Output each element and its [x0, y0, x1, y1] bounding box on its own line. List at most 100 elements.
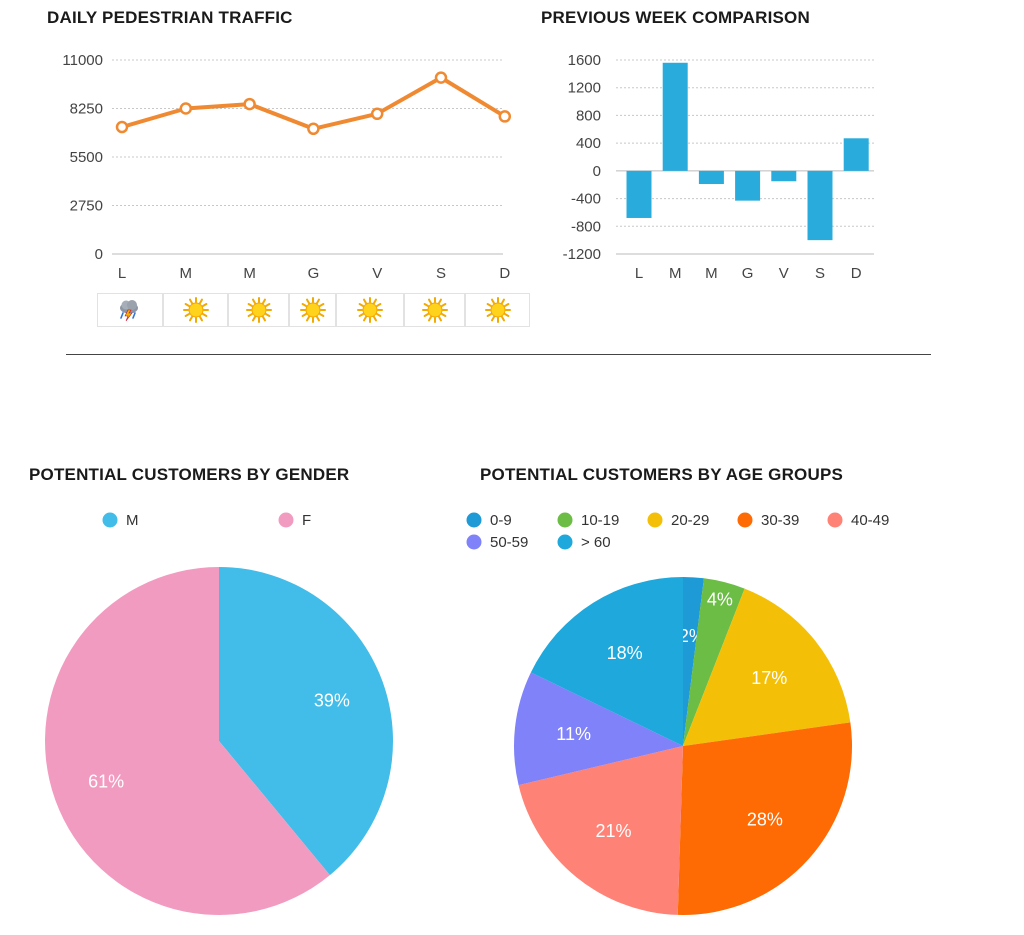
line-chart-title: DAILY PEDESTRIAN TRAFFIC: [47, 8, 293, 27]
legend-swatch: [557, 534, 573, 550]
pie-slice: [683, 578, 745, 746]
line-y-tick-label: 5500: [70, 149, 103, 166]
pie-slice-label: 39%: [314, 690, 350, 710]
bar: [735, 170, 761, 201]
line-y-tick-label: 2750: [70, 198, 103, 215]
weather-cell: [465, 293, 530, 327]
legend-swatch: [557, 512, 573, 528]
bar-x-tick-label: M: [705, 265, 718, 282]
legend-swatch: [827, 512, 843, 528]
legend-swatch: [737, 512, 753, 528]
legend-swatch: [466, 534, 482, 550]
bar-y-tick-label: -1200: [563, 246, 601, 263]
weather-row: [97, 293, 530, 327]
line-chart: 0 2750 5500 8250 11000 L M M G V S D: [62, 52, 512, 282]
bar-x-tick-label: L: [635, 265, 643, 282]
line-point: [179, 102, 193, 115]
sun-icon: [299, 297, 326, 323]
legend-label: 10-19: [581, 512, 619, 529]
line-point: [370, 107, 384, 121]
bar-x-tick-label: S: [815, 265, 825, 282]
sun-icon: [182, 297, 209, 323]
pie-slice: [683, 577, 704, 746]
bar-y-tick-label: 1600: [568, 52, 601, 69]
bar: [698, 170, 724, 185]
bar-y-tick-label: 0: [593, 163, 601, 180]
line-x-tick-label: L: [118, 265, 126, 282]
legend-swatch: [278, 512, 294, 528]
pie-slice: [514, 672, 683, 786]
pie-slice: [518, 746, 683, 915]
sun-icon: [484, 297, 511, 323]
bar-x-tick-label: M: [669, 265, 682, 282]
legend-swatch: [102, 512, 118, 528]
line-y-tick-label: 0: [95, 246, 103, 263]
legend-label: 30-39: [761, 512, 799, 529]
line-point: [115, 120, 129, 134]
pie-slice-label: 11%: [556, 724, 591, 744]
pie-slice-label: 17%: [751, 668, 787, 688]
bar-x-tick-label: G: [742, 265, 754, 282]
line-x-tick-label: D: [499, 265, 510, 282]
gender-chart-title: POTENTIAL CUSTOMERS BY GENDER: [29, 465, 350, 484]
legend-swatch: [647, 512, 663, 528]
weather-cell: [97, 293, 163, 327]
pie-slice: [219, 567, 393, 876]
weather-cell: [289, 293, 336, 327]
pie-slice: [44, 567, 330, 915]
sun-icon: [357, 297, 383, 323]
bar: [807, 170, 833, 241]
bar: [771, 170, 797, 182]
sun-icon: [421, 297, 448, 323]
pie-slice-label: 28%: [747, 809, 783, 829]
storm-cloud-icon: [120, 300, 138, 322]
age-chart-title: POTENTIAL CUSTOMERS BY AGE GROUPS: [480, 465, 844, 484]
line-y-tick-label: 8250: [70, 101, 103, 118]
bar-y-tick-label: 400: [576, 135, 601, 152]
line-x-tick-label: G: [308, 265, 320, 282]
legend-swatch: [466, 512, 482, 528]
pie-slice-label: 4%: [707, 590, 733, 610]
section-divider: [66, 354, 931, 355]
line-point: [434, 71, 448, 84]
bar-y-tick-label: -400: [571, 191, 601, 208]
legend-label: 40-49: [851, 512, 889, 529]
sun-icon: [245, 297, 272, 323]
bar-y-tick-label: -800: [571, 218, 601, 235]
legend-label: 20-29: [671, 512, 709, 529]
pie-slice: [677, 722, 852, 916]
weather-cell: [228, 293, 289, 327]
line-x-tick-label: M: [243, 265, 256, 282]
legend-label: 0-9: [490, 512, 512, 529]
line-point: [243, 97, 256, 111]
bar-y-tick-label: 1200: [568, 80, 601, 97]
bar-y-tick-label: 800: [576, 107, 601, 124]
line-x-tick-label: V: [372, 265, 382, 282]
pie-slice-label: 61%: [88, 772, 124, 792]
bar-chart: 1600 1200 800 400 0 -400 -800 -1200 L M M G V S D: [563, 52, 874, 282]
pie-slice: [683, 588, 851, 746]
line-point: [498, 110, 512, 123]
line-x-tick-label: M: [180, 265, 193, 282]
bar: [662, 62, 688, 171]
line-point: [307, 122, 320, 136]
pie-slice-label: 21%: [595, 821, 631, 841]
weather-cell: [404, 293, 465, 327]
pie-slice: [530, 577, 683, 746]
line-x-tick-label: S: [436, 265, 446, 282]
weather-cell: [336, 293, 404, 327]
bar-x-tick-label: V: [779, 265, 789, 282]
line-y-tick-label: 11000: [62, 52, 103, 69]
bar: [843, 138, 869, 171]
legend-label: F: [302, 512, 311, 529]
weather-cell: [163, 293, 228, 327]
legend-label: M: [126, 512, 139, 529]
legend-label: > 60: [581, 534, 611, 551]
bar-chart-title: PREVIOUS WEEK COMPARISON: [541, 8, 810, 27]
legend-label: 50-59: [490, 534, 528, 551]
pie-slice-label: 18%: [607, 643, 643, 663]
bar: [626, 170, 652, 218]
bar-x-tick-label: D: [851, 265, 862, 282]
